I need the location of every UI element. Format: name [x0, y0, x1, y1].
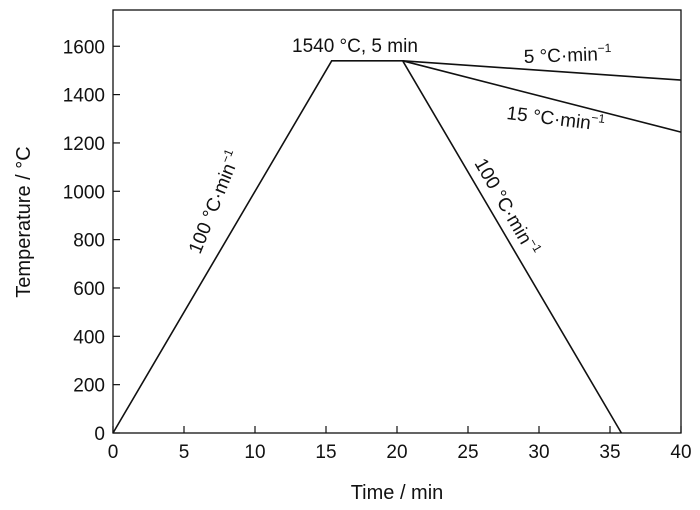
x-tick-label: 30 — [528, 442, 549, 463]
y-tick-label: 1400 — [63, 86, 105, 107]
heating-rate-annotation: 100 °C·min−1 — [182, 147, 245, 257]
x-tick-label: 35 — [599, 442, 620, 463]
series-line-2 — [402, 60, 682, 81]
y-tick-label: 1600 — [63, 37, 105, 58]
hold-annotation: 1540 °C, 5 min — [292, 36, 418, 57]
y-tick-label: 0 — [94, 424, 105, 445]
x-tick-label: 15 — [315, 442, 336, 463]
y-tick-label: 1200 — [63, 134, 105, 155]
y-tick-label: 600 — [73, 279, 105, 300]
series-line-3 — [402, 60, 682, 133]
y-tick-label: 1000 — [63, 182, 105, 203]
axis-ticks: 0 5 10 15 20 25 30 35 40020040060080010001200140… — [63, 37, 692, 463]
cooling-15-annotation: 15 °C·min−1 — [505, 100, 606, 136]
x-tick-label: 20 — [386, 442, 407, 463]
y-tick-label: 400 — [73, 327, 105, 348]
cooling-5-annotation: 5 °C·min−1 — [523, 41, 612, 68]
y-tick-label: 800 — [73, 231, 105, 252]
series-line-1 — [112, 59, 623, 434]
y-axis-title: Temperature / °C — [13, 146, 35, 297]
x-tick-label: 25 — [457, 442, 478, 463]
x-tick-label: 5 — [179, 442, 190, 463]
x-axis-title: Time / min — [351, 482, 444, 504]
y-tick-label: 200 — [73, 376, 105, 397]
x-tick-label: 0 — [108, 442, 119, 463]
cooling-100-annotation: 100 °C·min−1 — [470, 154, 545, 261]
x-tick-label: 10 — [244, 442, 265, 463]
x-tick-label: 40 — [670, 442, 691, 463]
series-group — [112, 59, 682, 434]
